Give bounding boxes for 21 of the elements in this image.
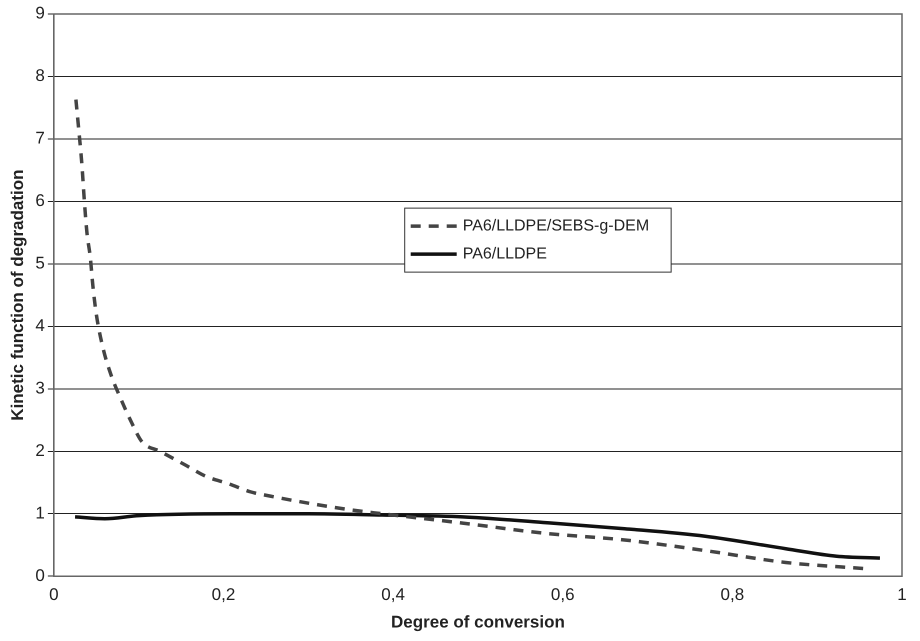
line-series	[73, 512, 882, 560]
y-tick-label: 3	[35, 378, 45, 398]
x-tick-label: 0,4	[381, 585, 405, 604]
y-tick-label: 7	[35, 128, 45, 148]
y-tick-label: 2	[35, 440, 45, 460]
x-tick-label: 0,2	[212, 585, 236, 604]
y-tick-label: 5	[35, 254, 45, 273]
x-axis-title: Degree of conversion	[391, 612, 565, 632]
y-tick-label: 4	[35, 316, 45, 336]
x-tick-label: 0	[49, 585, 59, 604]
x-tick-label: 0,8	[720, 585, 744, 604]
y-tick-label: 6	[35, 191, 45, 210]
y-tick-label: 8	[35, 66, 45, 86]
x-tick-label: 1	[897, 585, 907, 604]
y-tick-label: 9	[35, 4, 45, 23]
legend-label: PA6/LLDPE/SEBS-g-DEM	[462, 218, 650, 235]
y-tick-label: 0	[35, 566, 45, 585]
y-tick-label: 1	[35, 503, 45, 522]
legend-label: PA6/LLDPE	[462, 246, 547, 263]
y-axis-title: Kinetic function of degradation	[8, 169, 27, 421]
x-tick-label: 0,6	[550, 585, 575, 604]
